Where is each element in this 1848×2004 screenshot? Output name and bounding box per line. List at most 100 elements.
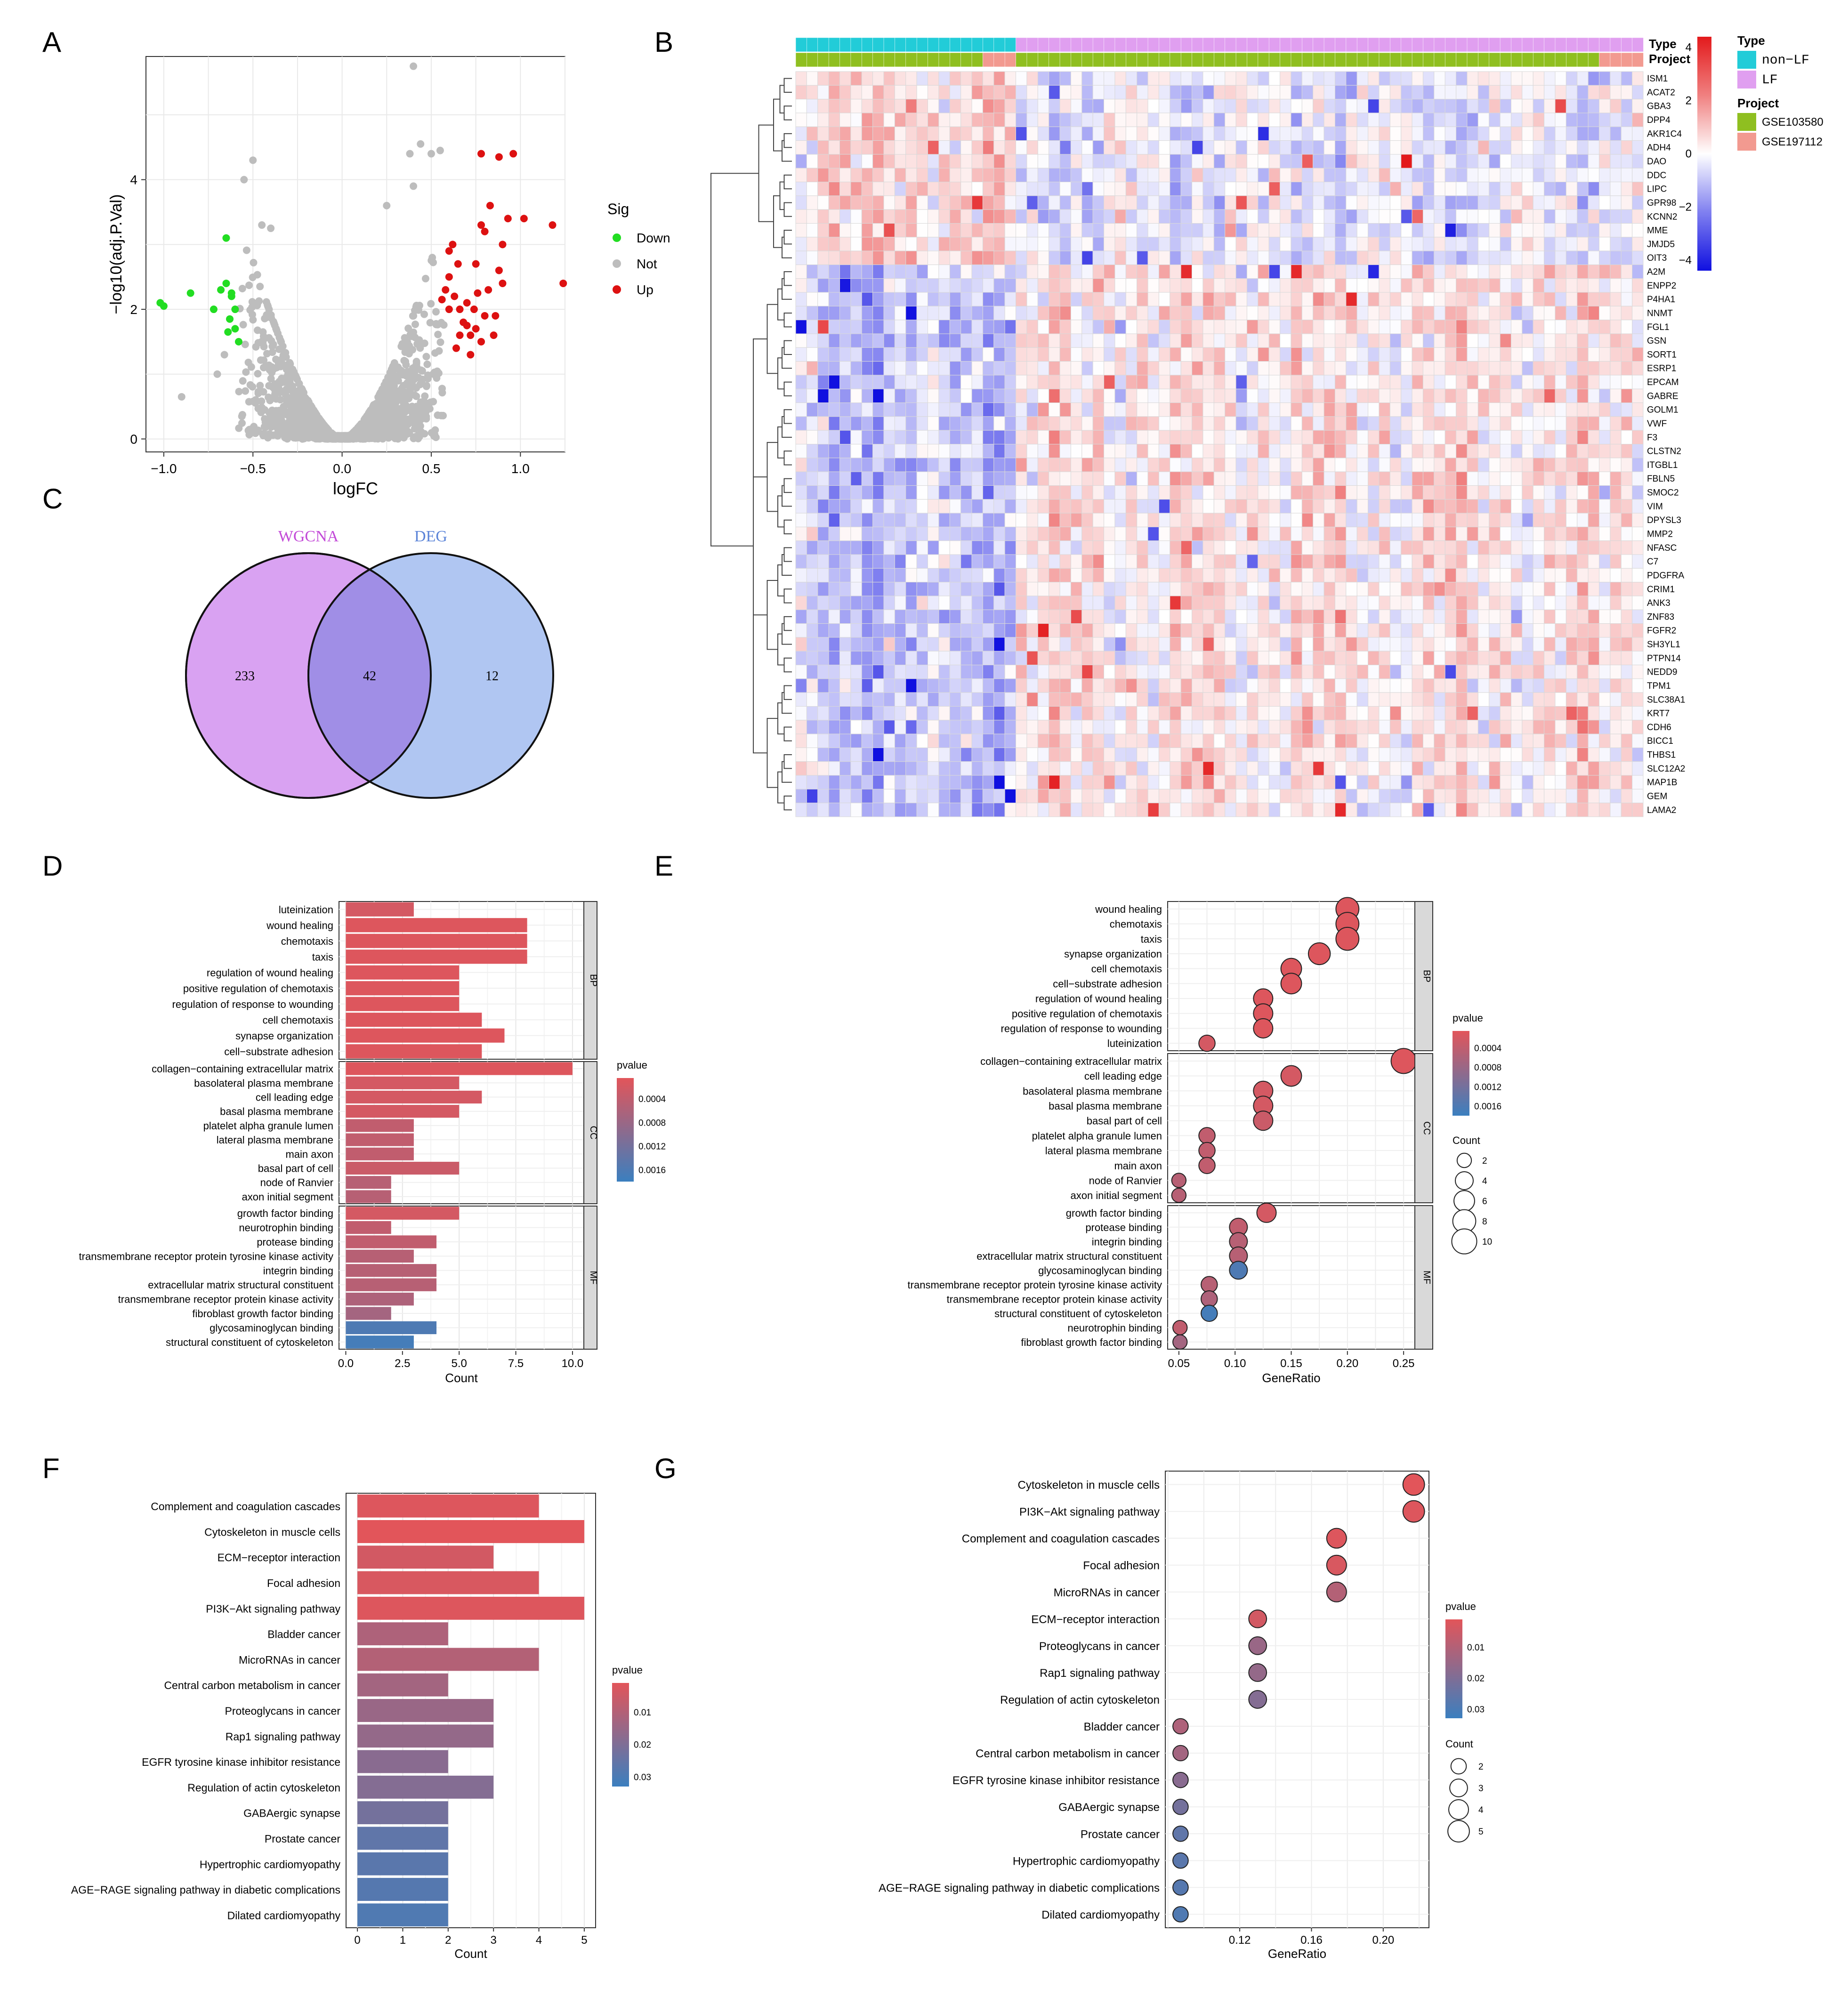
heatmap-cell	[1588, 361, 1599, 376]
heatmap-cell	[1544, 499, 1556, 514]
heatmap-cell	[1368, 223, 1380, 238]
heatmap-cell	[1301, 416, 1314, 431]
heatmap-cell	[1070, 361, 1082, 376]
heatmap-cell	[1467, 209, 1478, 224]
heatmap-cell	[1225, 430, 1236, 444]
heatmap-cell	[1368, 182, 1380, 196]
heatmap-cell	[1577, 223, 1589, 238]
heatmap-cell	[1180, 113, 1193, 127]
heatmap-cell	[1434, 513, 1445, 527]
heatmap-cell	[1258, 306, 1269, 321]
heatmap-cell	[1213, 347, 1226, 362]
volcano-point-not	[417, 140, 425, 148]
volcano-point-not	[265, 361, 273, 369]
heatmap-cell	[1379, 458, 1390, 472]
heatmap-cell	[1379, 416, 1390, 431]
volcano-ytick-label: 2	[130, 302, 137, 317]
heatmap-cell	[960, 513, 972, 527]
heatmap-cell	[1104, 361, 1115, 376]
heatmap-cell	[1104, 182, 1115, 196]
volcano-point-not	[238, 285, 246, 293]
heatmap-cell	[916, 347, 928, 362]
heatmap-cell	[1092, 99, 1105, 113]
heatmap-cell	[1467, 499, 1478, 514]
volcano-point-not	[279, 351, 287, 359]
heatmap-cell	[817, 113, 829, 127]
heatmap-cell	[1577, 320, 1589, 334]
heatmap-cell	[1610, 361, 1622, 376]
heatmap-cell	[1225, 223, 1236, 238]
heatmap-cell	[1147, 223, 1159, 238]
heatmap-cell	[1323, 71, 1335, 86]
heatmap-cell	[1258, 430, 1269, 444]
heatmap-cell	[1125, 140, 1138, 155]
heatmap-cell	[1522, 209, 1533, 224]
heatmap-cell	[883, 140, 895, 155]
heatmap-cell	[1049, 430, 1060, 444]
volcano-xtick-label: 0.5	[422, 461, 440, 476]
heatmap-cell	[916, 499, 928, 514]
heatmap-cell	[1258, 375, 1269, 389]
heatmap-cell	[1522, 278, 1533, 293]
heatmap-cell	[1016, 154, 1027, 169]
heatmap-cell	[1533, 195, 1545, 210]
heatmap-cell	[1356, 223, 1369, 238]
heatmap-cell	[1621, 71, 1633, 86]
heatmap-cell	[1114, 168, 1126, 183]
heatmap-cell	[1213, 526, 1226, 541]
heatmap-type-annotation-cell	[828, 37, 840, 52]
heatmap-cell	[894, 402, 906, 417]
heatmap-cell	[1477, 113, 1490, 127]
heatmap-cell	[949, 526, 961, 541]
heatmap-cell	[1268, 168, 1281, 183]
heatmap-cell	[1477, 347, 1490, 362]
heatmap-cell	[1104, 444, 1115, 459]
heatmap-cell	[1158, 430, 1170, 444]
heatmap-cell	[1434, 209, 1445, 224]
heatmap-cell	[1280, 430, 1291, 444]
heatmap-cell	[1202, 264, 1214, 279]
heatmap-cell	[1412, 347, 1423, 362]
heatmap-cell	[1334, 195, 1347, 210]
heatmap-cell	[1125, 237, 1138, 251]
heatmap-type-annotation-cell	[1356, 37, 1369, 52]
heatmap-cell	[1555, 71, 1566, 86]
heatmap-cell	[1356, 402, 1369, 417]
heatmap-cell	[960, 347, 972, 362]
heatmap-cell	[971, 99, 983, 113]
heatmap-cell	[1346, 485, 1357, 500]
heatmap-cell	[1489, 140, 1501, 155]
heatmap-cell	[982, 223, 994, 238]
heatmap-type-annotation-cell	[1588, 37, 1600, 52]
heatmap-cell	[1246, 416, 1259, 431]
heatmap-cell	[850, 306, 862, 321]
heatmap-cell	[1235, 402, 1247, 417]
heatmap-cell	[1246, 361, 1259, 376]
heatmap-cell	[1456, 278, 1468, 293]
heatmap-cell	[894, 375, 906, 389]
heatmap-cell	[1533, 278, 1545, 293]
heatmap-cell	[1544, 126, 1556, 141]
heatmap-cell	[1555, 250, 1566, 265]
heatmap-project-annotation-cell	[1037, 52, 1049, 67]
heatmap-type-annotation-cell	[839, 37, 851, 52]
heatmap-cell	[1555, 264, 1566, 279]
heatmap-cell	[1301, 140, 1314, 155]
heatmap-cell	[1291, 264, 1302, 279]
heatmap-cell	[1445, 416, 1457, 431]
heatmap-cell	[1213, 209, 1226, 224]
heatmap-cell	[1500, 485, 1511, 500]
heatmap-cell	[872, 140, 884, 155]
heatmap-cell	[1037, 333, 1049, 348]
heatmap-cell	[1170, 471, 1181, 486]
heatmap-cell	[828, 182, 840, 196]
volcano-point-not	[363, 412, 371, 420]
heatmap-cell	[1092, 458, 1105, 472]
volcano-point-not	[415, 420, 423, 428]
heatmap-cell	[1477, 278, 1490, 293]
heatmap-cell	[1125, 306, 1138, 321]
heatmap-cell	[1158, 444, 1170, 459]
heatmap-cell	[1368, 513, 1380, 527]
heatmap-cell	[1533, 430, 1545, 444]
heatmap-cell	[1070, 458, 1082, 472]
